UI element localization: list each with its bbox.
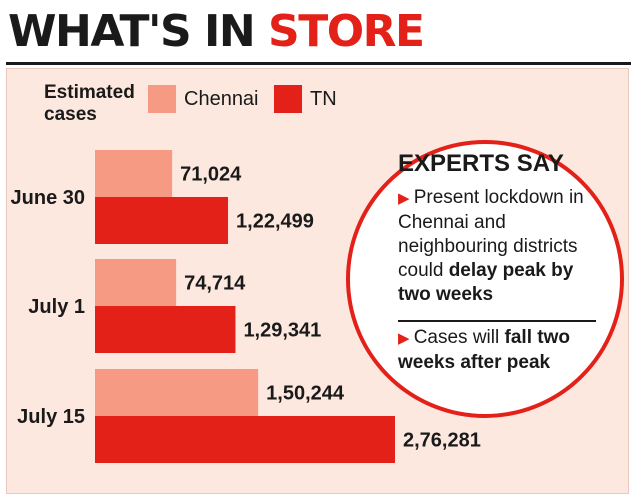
legend-caption: Estimated cases	[44, 82, 154, 126]
category-label: July 1	[28, 296, 85, 318]
legend-label-chennai: Chennai	[184, 88, 259, 110]
category-label: July 15	[17, 406, 85, 428]
title-rule	[6, 62, 631, 65]
arrow-icon: ▶	[398, 190, 414, 207]
bar-chennai-june-30	[95, 150, 173, 197]
expert-point-1-bold: delay peak by two weeks	[398, 260, 574, 305]
expert-point-2-text: Cases will	[413, 327, 505, 348]
legend-swatch-chennai	[148, 85, 176, 113]
experts-say-circle	[346, 140, 624, 418]
expert-point-1-text: Present lockdown in Chennai and neighbou…	[398, 187, 584, 281]
category-label: June 30	[11, 187, 85, 209]
bar-value-label: 2,76,281	[403, 430, 481, 452]
expert-point-2-bold: fall two weeks after peak	[398, 327, 570, 373]
bar-value-label: 1,50,244	[266, 383, 345, 405]
experts-divider	[398, 320, 596, 322]
legend-caption-line-2: cases	[44, 104, 97, 125]
expert-point-2: ▶ Cases will fall two weeks after peak	[398, 326, 583, 375]
bar-value-label: 1,22,499	[236, 211, 314, 233]
bar-tn-june-30	[95, 197, 229, 244]
legend-label-tn: TN	[310, 88, 337, 110]
arrow-icon: ▶	[398, 330, 414, 347]
title-part-1: WHAT'S IN	[8, 6, 268, 57]
page-title: WHAT'S IN STORE	[8, 4, 425, 60]
expert-point-1: ▶ Present lockdown in Chennai and neighb…	[398, 186, 588, 307]
legend-swatch-tn	[274, 85, 302, 113]
bar-tn-july-1	[95, 306, 236, 353]
bar-chennai-july-15	[95, 369, 259, 416]
legend-caption-line-1: Estimated	[44, 82, 135, 103]
bar-tn-july-15	[95, 416, 395, 463]
bar-chennai-july-1	[95, 259, 177, 306]
experts-title: EXPERTS SAY	[398, 150, 564, 177]
bar-value-label: 1,29,341	[243, 320, 321, 342]
bar-value-label: 71,024	[180, 164, 242, 186]
bar-value-label: 74,714	[184, 273, 246, 295]
title-part-2: STORE	[268, 6, 425, 57]
